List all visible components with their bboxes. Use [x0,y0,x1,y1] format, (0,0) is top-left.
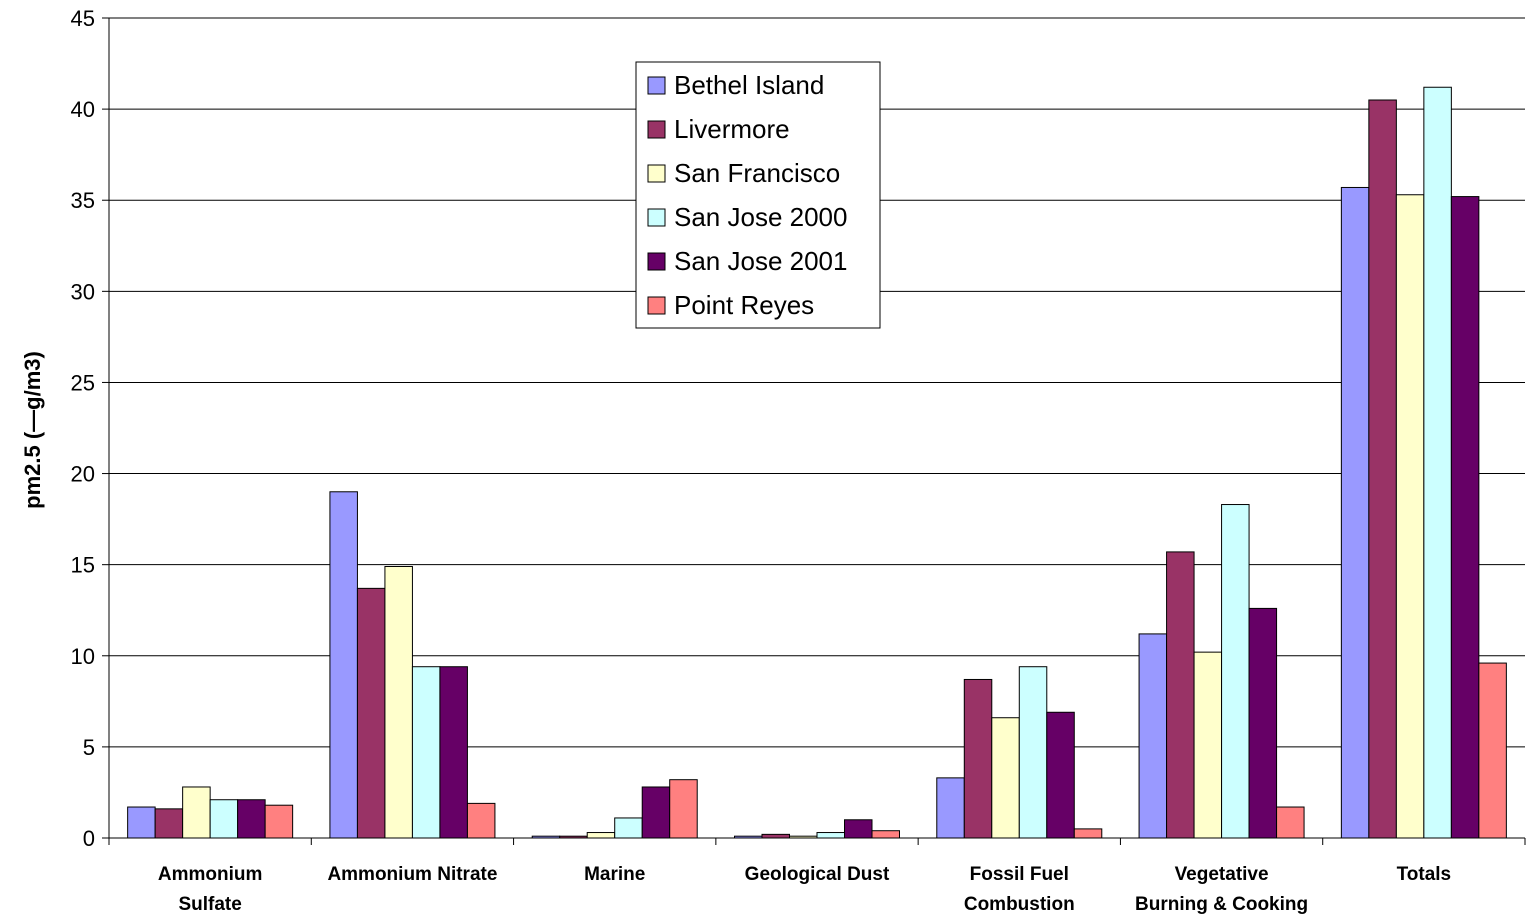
bar-san-francisco [182,786,211,839]
bar-point-reyes [466,802,496,839]
bar-livermore [356,587,386,839]
bar-point-reyes [871,830,900,839]
bar-bethel-island [936,777,965,839]
bar-bethel-island [1138,633,1168,839]
bar-san-francisco [991,717,1020,839]
bars [127,86,1507,839]
legend-swatch [647,164,666,183]
y-tick-label: 20 [71,462,95,487]
bar-livermore [1368,99,1397,839]
legend-swatch [647,120,666,139]
x-tick-label: Ammonium Sulfate [158,864,263,914]
bar-san-jose-2000 [1018,666,1048,839]
x-tick-label: Ammonium Nitrate [327,864,497,885]
legend-label: San Jose 2000 [674,202,847,232]
y-axis-title: pm2.5 (—g/m3) [20,351,45,509]
x-tick-label: Marine [584,864,645,885]
bar-bethel-island [1340,186,1370,839]
legend-label: San Jose 2001 [674,246,847,276]
y-tick-label: 45 [71,6,95,31]
legend-swatch [647,252,666,271]
bar-san-jose-2000 [816,832,845,839]
y-tick-label: 35 [71,188,95,213]
x-tick-label: Fossil Fuel Combustion [964,864,1075,914]
bar-point-reyes [264,804,294,839]
bar-san-jose-2001 [844,819,873,839]
y-tick-label: 5 [83,735,95,760]
bar-san-jose-2000 [209,799,239,839]
bar-san-francisco [586,832,616,839]
bar-san-jose-2001 [439,666,468,839]
bar-point-reyes [1073,828,1103,839]
legend-swatch [647,296,666,315]
axes [102,17,1526,845]
legend: Bethel Island Livermore San Francisco San J… [635,61,881,329]
legend-label: San Francisco [674,158,840,188]
bar-livermore [963,678,993,839]
y-tick-label: 25 [71,370,95,395]
bar-san-jose-2001 [1248,607,1278,839]
x-tick-label: Geological Dust [745,864,890,885]
y-tick-labels: 0 5 10 15 20 25 30 35 40 45 [71,6,95,851]
bar-livermore [1166,551,1195,839]
bar-livermore [761,833,790,839]
bar-san-jose-2000 [614,817,643,839]
legend-label: Point Reyes [674,290,814,320]
bar-san-francisco [1395,194,1425,839]
x-tick-label: Totals [1397,864,1452,885]
bar-san-jose-2001 [1046,711,1075,839]
bar-san-jose-2001 [641,786,671,839]
bar-point-reyes [1276,806,1305,839]
bar-san-jose-2001 [237,799,266,839]
legend-swatch [647,76,666,95]
legend-label: Bethel Island [674,70,824,100]
legend-label: Livermore [674,114,790,144]
legend-swatch [647,208,666,227]
bar-bethel-island [127,806,156,839]
bar-san-jose-2000 [411,666,441,839]
y-tick-label: 30 [71,279,95,304]
bar-bethel-island [329,491,358,839]
x-tick-labels: Ammonium Sulfate Ammonium Nitrate Marine Geo… [158,864,1452,915]
bar-point-reyes [1478,662,1507,839]
bar-san-jose-2000 [1221,504,1250,839]
bar-san-jose-2001 [1450,196,1480,839]
y-tick-label: 15 [71,553,95,578]
bar-san-francisco [1193,651,1223,839]
bar-san-jose-2000 [1423,86,1452,839]
y-tick-label: 0 [83,826,95,851]
bar-san-francisco [384,565,413,839]
bar-livermore [154,808,184,839]
legend-box [635,61,881,329]
x-tick-label: Vegetative Burning & Cooking [1135,864,1308,914]
y-tick-label: 10 [71,644,95,669]
y-tick-label: 40 [71,97,95,122]
bar-point-reyes [669,779,698,839]
